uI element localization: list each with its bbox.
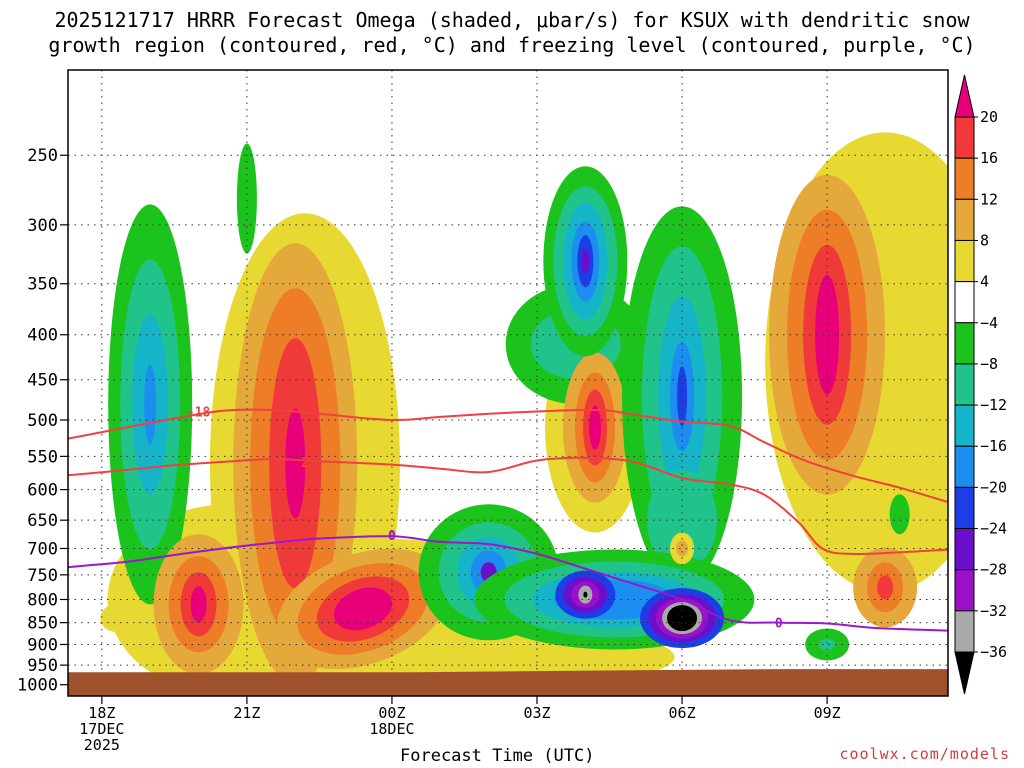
contour-label-0: -18 [187, 405, 211, 420]
colorbar-label-9: −20 [980, 478, 1007, 496]
contour-label-4: 0 [775, 617, 783, 632]
contour-label-1: 2 [301, 456, 309, 471]
colorbar-swatch-10 [954, 486, 975, 530]
y-tick-label-350: 350 [27, 275, 58, 295]
x-tick-label-21Z-0: 21Z [233, 704, 260, 722]
ascent-core-a-4 [583, 591, 588, 598]
contour-label-3: 0 [388, 529, 396, 544]
colorbar-swatch-3 [954, 198, 975, 241]
colorbar-swatch-11 [954, 528, 975, 571]
colorbar-swatch-4 [954, 239, 975, 283]
y-tick-label-800: 800 [27, 590, 58, 610]
colorbar-swatch-2 [954, 157, 975, 200]
descent-low-left-3 [190, 586, 207, 623]
descent-far-left-0 [100, 604, 133, 633]
x-tick-label-18Z-2: 2025 [84, 736, 120, 754]
contour-line--12 [68, 456, 948, 556]
colorbar-label-3: 8 [980, 231, 989, 249]
descent-low-center-3 [333, 587, 392, 631]
x-tick-label-18Z-0: 18Z [88, 704, 115, 722]
colorbar-label-8: −16 [980, 437, 1007, 455]
y-tick-label-950: 950 [27, 656, 58, 676]
colorbar-swatch-5 [954, 281, 975, 324]
colorbar-label-13: −36 [980, 643, 1007, 661]
y-tick-label-1000: 1000 [17, 676, 58, 696]
colorbar-label-10: −24 [980, 520, 1007, 538]
y-tick-label-250: 250 [27, 146, 58, 166]
colorbar-swatch-12 [954, 569, 975, 612]
terrain-ground [68, 669, 948, 696]
y-tick-label-750: 750 [27, 566, 58, 586]
y-tick-label-900: 900 [27, 635, 58, 655]
contour-line-0 [68, 535, 948, 632]
chart-title-line-2: growth region (contoured, red, °C) and f… [48, 33, 976, 57]
y-tick-label-500: 500 [27, 411, 58, 431]
colorbar-label-12: −32 [980, 602, 1007, 620]
descent-tiny-1 [676, 540, 689, 557]
colorbar-swatch-9 [954, 445, 975, 488]
ascent-right-low-0 [647, 470, 718, 571]
chart-title-line-1: 2025121717 HRRR Forecast Omega (shaded, … [54, 8, 970, 32]
colorbar-label-5: −4 [980, 314, 998, 332]
y-tick-label-700: 700 [27, 539, 58, 559]
ascent-core-b-4 [667, 605, 698, 632]
descent-right-upper-3 [815, 274, 840, 395]
colorbar-swatch-7 [954, 363, 975, 406]
y-tick-label-650: 650 [27, 511, 58, 531]
descent-column-3 [285, 408, 306, 519]
x-tick-label-00Z-1: 18DEC [369, 720, 414, 738]
ascent-small-right-0 [889, 494, 910, 535]
colorbar-swatch-13 [954, 610, 975, 653]
y-axis: 2503003504004505005506006507007508008509… [17, 146, 68, 696]
colorbar-arrow-bottom [954, 651, 975, 695]
colorbar: 20 16 12 8 4 −4 −8 −12 −16 −20 −24 −28 −32 −36 [954, 74, 1007, 695]
plot-frame [67, 69, 949, 697]
contour-line--18 [68, 408, 948, 504]
x-tick-label-09Z-0: 09Z [814, 704, 841, 722]
y-tick-label-850: 850 [27, 614, 58, 634]
colorbar-label-0: 20 [980, 108, 998, 126]
ascent-left-3 [144, 364, 157, 445]
y-tick-label-600: 600 [27, 481, 58, 501]
contour-label-2: 12 [587, 451, 603, 466]
grid-lines [68, 70, 948, 696]
contour-lines: -18 2 12 0 0 [68, 405, 948, 632]
colorbar-swatch-6 [954, 322, 975, 365]
y-tick-label-300: 300 [27, 216, 58, 236]
descent-right-lower-2 [877, 575, 894, 600]
descent-mid-right-top-3 [589, 405, 602, 450]
ascent-thin-upper-0 [236, 143, 257, 254]
upper-yellow-top-0 [491, 0, 641, 10]
colorbar-label-11: −28 [980, 561, 1007, 579]
y-tick-label-450: 450 [27, 371, 58, 391]
colorbar-label-1: 16 [980, 149, 998, 167]
y-tick-label-550: 550 [27, 447, 58, 467]
x-tick-label-18Z-1: 17DEC [79, 720, 124, 738]
ascent-upper-center-5 [581, 249, 590, 274]
colorbar-label-6: −8 [980, 355, 998, 373]
colorbar-label-2: 12 [980, 190, 998, 208]
x-tick-label-06Z-0: 06Z [669, 704, 696, 722]
ascent-low-right-1 [819, 638, 836, 651]
colorbar-label-4: 4 [980, 273, 989, 291]
credit-text: coolwx.com/models [839, 745, 1010, 763]
x-tick-label-00Z-0: 00Z [378, 704, 405, 722]
colorbar-swatch-1 [954, 116, 975, 159]
x-tick-label-03Z-0: 03Z [523, 704, 550, 722]
x-axis-title: Forecast Time (UTC) [400, 746, 595, 766]
colorbar-label-7: −12 [980, 396, 1007, 414]
colorbar-swatch-8 [954, 404, 975, 447]
y-tick-label-400: 400 [27, 326, 58, 346]
colorbar-arrow-top [954, 74, 975, 118]
